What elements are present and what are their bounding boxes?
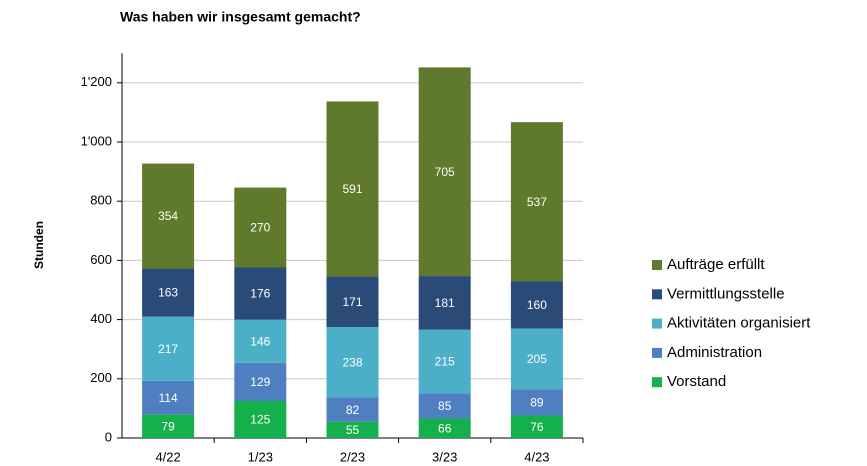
legend-label: Aktivitäten organisiert <box>667 315 811 332</box>
value-label: 705 <box>435 165 455 179</box>
bar-segment <box>510 281 563 329</box>
x-tick-label: 2/23 <box>340 449 365 464</box>
legend-swatch <box>652 318 662 329</box>
value-label: 79 <box>161 419 175 433</box>
bar-segment <box>418 393 471 419</box>
y-tick-label: 1'000 <box>81 133 112 148</box>
value-label: 181 <box>435 296 455 310</box>
legend-label: Administration <box>667 344 762 361</box>
value-label: 171 <box>342 295 362 309</box>
value-label: 146 <box>250 334 270 348</box>
bar-segment <box>234 187 287 268</box>
x-tick-label: 3/23 <box>432 449 457 464</box>
x-tick-label: 1/23 <box>248 449 273 464</box>
bar-segment <box>234 267 287 320</box>
value-label: 66 <box>438 421 452 435</box>
y-tick-label: 200 <box>90 370 112 385</box>
value-label: 163 <box>158 286 178 300</box>
value-label: 114 <box>159 391 178 405</box>
y-axis-label: Stunden <box>32 221 46 269</box>
value-label: 55 <box>346 423 360 437</box>
chart-title: Was haben wir insgesamt gemacht? <box>120 9 361 25</box>
y-tick-label: 600 <box>90 252 112 267</box>
bar-segment <box>142 268 195 317</box>
value-label: 205 <box>527 352 547 366</box>
bar-segment <box>326 101 379 277</box>
legend-label: Aufträge erfüllt <box>667 256 765 273</box>
y-tick-label: 0 <box>105 429 112 444</box>
value-label: 176 <box>250 287 270 301</box>
x-tick-label: 4/22 <box>155 449 180 464</box>
value-label: 591 <box>342 182 362 196</box>
bar-segment <box>510 415 563 438</box>
bar-segment <box>510 122 563 282</box>
legend-label: Vorstand <box>667 373 726 390</box>
bar-segment <box>234 319 287 363</box>
value-label: 129 <box>250 375 270 389</box>
bar-segment <box>418 276 471 330</box>
x-tick-label: 4/23 <box>524 449 549 464</box>
y-tick-label: 1'200 <box>81 74 112 89</box>
value-label: 125 <box>250 413 270 427</box>
legend-swatch <box>652 289 662 300</box>
value-label: 537 <box>527 195 547 209</box>
legend-swatch <box>652 347 662 358</box>
bar-segment <box>510 389 563 416</box>
bar-segment <box>326 421 379 438</box>
bar-segment <box>142 414 195 438</box>
bar-segment <box>234 362 287 401</box>
bar-segment <box>234 401 287 438</box>
bar-segment <box>142 163 195 269</box>
bar-segment <box>418 418 471 438</box>
legend-swatch <box>652 260 662 270</box>
bar-segment <box>418 329 471 394</box>
value-label: 76 <box>530 420 544 434</box>
value-label: 354 <box>158 209 178 223</box>
bar-segment <box>418 67 471 277</box>
value-label: 215 <box>435 355 455 369</box>
value-label: 89 <box>530 396 544 410</box>
value-label: 270 <box>250 221 270 235</box>
y-tick-label: 400 <box>90 311 112 326</box>
legend-label: Vermittlungsstelle <box>667 285 785 302</box>
value-label: 82 <box>346 403 360 417</box>
bar-segment <box>142 316 195 381</box>
value-label: 217 <box>158 342 178 356</box>
bar-segment <box>510 328 563 390</box>
bar-segment <box>142 380 195 415</box>
bar-segment <box>326 276 379 327</box>
bar-segment <box>326 327 379 398</box>
legend-swatch <box>652 377 662 388</box>
y-tick-label: 800 <box>90 193 112 208</box>
value-label: 85 <box>438 399 452 413</box>
value-label: 238 <box>342 355 362 369</box>
bar-segment <box>326 397 379 422</box>
value-label: 160 <box>527 298 547 312</box>
